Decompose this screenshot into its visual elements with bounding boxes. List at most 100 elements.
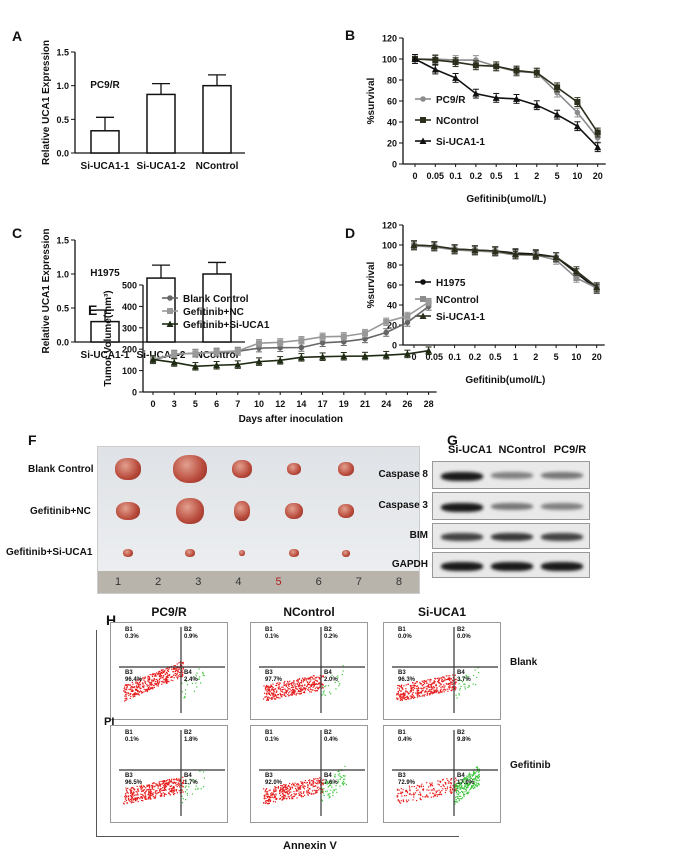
event-dot (430, 796, 432, 798)
event-dot (137, 693, 139, 696)
ruler-mark: 4 (235, 576, 242, 588)
event-dot (396, 693, 398, 695)
event-dot (185, 799, 187, 801)
event-dot (425, 690, 427, 692)
event-dot (471, 781, 473, 783)
event-dot (173, 778, 175, 781)
event-dot (150, 684, 152, 686)
event-dot (401, 696, 403, 698)
event-dot (329, 792, 331, 795)
event-dot (162, 680, 164, 682)
event-dot (279, 687, 281, 690)
event-dot (404, 693, 406, 695)
marker-square (513, 67, 520, 74)
event-dot (422, 788, 425, 790)
event-dot (301, 784, 303, 787)
event-dot (151, 788, 153, 790)
event-dot (432, 692, 435, 694)
event-dot (319, 684, 321, 686)
event-dot (266, 795, 269, 798)
event-dot (313, 678, 315, 680)
event-dot (278, 684, 280, 686)
event-dot (267, 688, 269, 690)
event-dot (414, 682, 416, 685)
x-tick-label: 0.1 (449, 171, 462, 181)
tumor-specimen (173, 455, 207, 483)
event-dot (283, 787, 285, 789)
event-dot (450, 678, 452, 680)
event-dot (461, 790, 463, 793)
tumor-specimen (239, 550, 245, 556)
event-dot (409, 695, 411, 697)
event-dot (134, 797, 136, 799)
event-dot (125, 695, 127, 697)
quadrant-name: B2 (324, 627, 332, 633)
event-dot (397, 788, 399, 790)
event-dot (123, 690, 125, 692)
event-dot (409, 789, 411, 791)
event-dot (444, 787, 446, 790)
event-dot (148, 684, 150, 686)
event-dot (322, 782, 324, 784)
event-dot (132, 696, 134, 698)
marker-triangle (451, 245, 459, 252)
event-dot (454, 686, 456, 688)
event-dot (124, 688, 126, 691)
event-dot (450, 690, 452, 692)
event-dot (166, 682, 168, 684)
event-dot (169, 785, 171, 787)
event-dot (143, 789, 145, 791)
event-dot (405, 690, 407, 692)
event-dot (436, 687, 438, 689)
event-dot (322, 779, 324, 781)
event-dot (310, 784, 312, 786)
event-dot (462, 677, 464, 679)
event-dot (135, 800, 137, 802)
event-dot (133, 794, 135, 796)
marker-triangle (572, 267, 580, 274)
event-dot (171, 782, 173, 784)
event-dot (267, 697, 269, 699)
y-tick-label: 80 (387, 261, 397, 271)
panel-label-f: F (28, 432, 37, 448)
event-dot (292, 692, 294, 694)
event-dot (406, 792, 409, 794)
event-dot (273, 790, 276, 792)
event-dot (129, 684, 131, 686)
protein-band (491, 472, 533, 479)
event-dot (152, 794, 154, 796)
event-dot (191, 682, 194, 685)
event-dot (326, 781, 328, 783)
event-dot (438, 680, 440, 682)
event-dot (299, 788, 302, 790)
event-dot (342, 670, 344, 672)
event-dot (267, 796, 269, 799)
event-dot (173, 788, 175, 790)
event-dot (276, 690, 278, 692)
event-dot (202, 786, 205, 788)
x-tick-label: 26 (402, 399, 412, 409)
event-dot (478, 784, 480, 786)
event-dot (317, 781, 319, 783)
event-dot (462, 793, 464, 795)
event-dot (267, 699, 269, 701)
event-dot (282, 786, 284, 788)
event-dot (297, 685, 299, 687)
event-dot (134, 695, 136, 697)
event-dot (189, 778, 191, 780)
event-dot (455, 694, 457, 696)
event-dot (322, 790, 324, 793)
event-dot (300, 681, 302, 684)
blot-row-label: Caspase 3 (378, 500, 428, 511)
event-dot (436, 794, 438, 796)
event-dot (327, 794, 329, 796)
event-dot (149, 786, 151, 788)
event-dot (321, 694, 323, 696)
event-dot (182, 798, 184, 800)
event-dot (274, 801, 277, 803)
event-dot (282, 798, 285, 800)
event-dot (159, 675, 161, 677)
event-dot (147, 678, 149, 680)
y-axis-title: %survival (366, 261, 377, 308)
marker-triangle (411, 55, 419, 62)
